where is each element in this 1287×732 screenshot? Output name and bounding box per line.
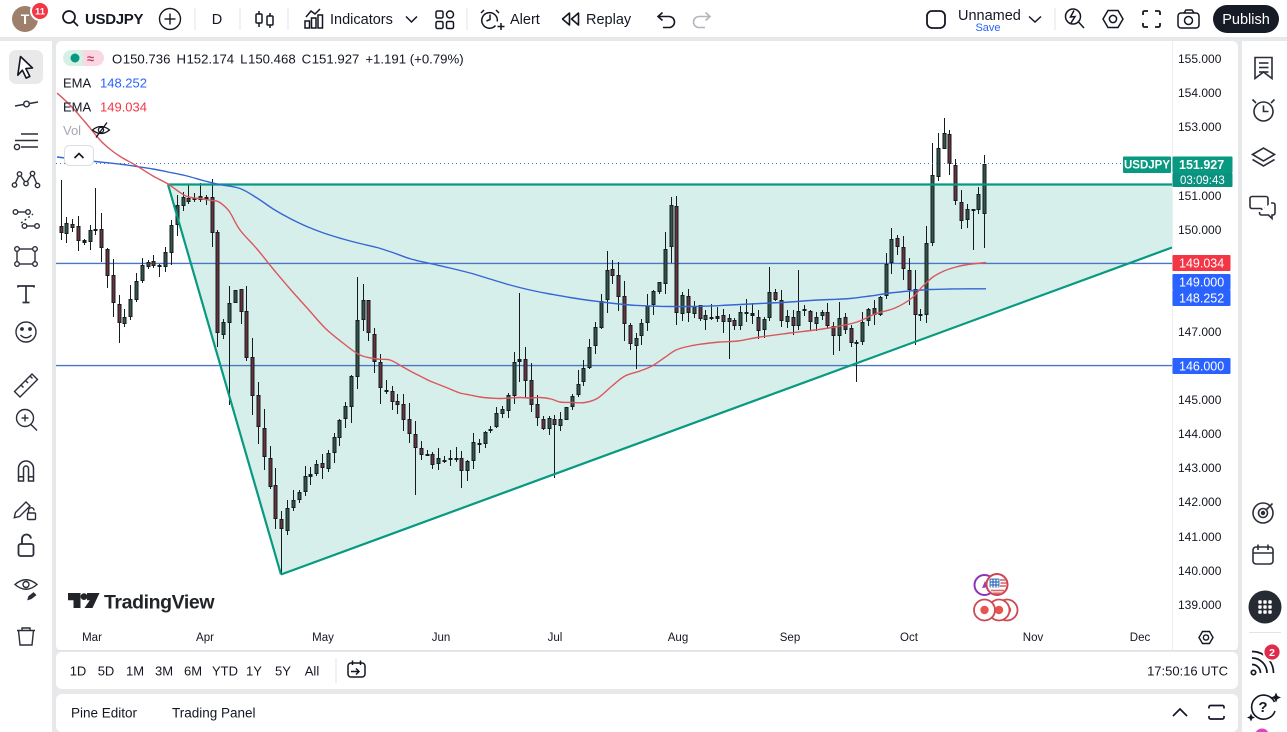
- svg-text:Dec: Dec: [1130, 632, 1151, 644]
- svg-text:May: May: [312, 632, 334, 644]
- svg-text:140.000: 140.000: [1178, 564, 1222, 578]
- svg-text:D: D: [212, 12, 222, 28]
- svg-text:Indicators: Indicators: [330, 12, 393, 28]
- svg-text:142.000: 142.000: [1178, 495, 1222, 509]
- svg-text:USDJPY: USDJPY: [1124, 160, 1170, 172]
- svg-text:155.000: 155.000: [1178, 52, 1222, 66]
- svg-text:6M: 6M: [184, 664, 202, 679]
- svg-text:143.000: 143.000: [1178, 461, 1222, 475]
- svg-text:1Y: 1Y: [246, 664, 262, 679]
- svg-text:All: All: [305, 664, 320, 679]
- svg-text:Pine Editor: Pine Editor: [71, 706, 138, 721]
- svg-text:Aug: Aug: [668, 632, 688, 644]
- svg-text:Apr: Apr: [196, 632, 214, 644]
- svg-text:144.000: 144.000: [1178, 427, 1222, 441]
- svg-text:5D: 5D: [98, 664, 115, 679]
- svg-text:Sep: Sep: [780, 632, 800, 644]
- svg-text:153.000: 153.000: [1178, 120, 1222, 134]
- svg-text:147.000: 147.000: [1178, 325, 1222, 339]
- svg-text:Unnamed: Unnamed: [958, 8, 1021, 24]
- svg-text:Mar: Mar: [82, 632, 102, 644]
- svg-text:150.000: 150.000: [1178, 223, 1222, 237]
- svg-text:5Y: 5Y: [275, 664, 291, 679]
- svg-text:139.000: 139.000: [1178, 598, 1222, 612]
- svg-text:151.000: 151.000: [1178, 189, 1222, 203]
- svg-text:149.034: 149.034: [100, 100, 147, 115]
- svg-text:TradingView: TradingView: [104, 592, 215, 614]
- svg-text:149.000: 149.000: [1179, 276, 1224, 290]
- svg-text:2: 2: [1269, 647, 1275, 659]
- svg-text:Save: Save: [975, 22, 1000, 34]
- svg-text:≈: ≈: [87, 51, 94, 66]
- svg-text:EMA: EMA: [63, 100, 92, 115]
- svg-text:?: ?: [1258, 699, 1267, 716]
- svg-text:YTD: YTD: [212, 664, 238, 679]
- svg-text:141.000: 141.000: [1178, 530, 1222, 544]
- svg-text:1M: 1M: [126, 664, 144, 679]
- svg-text:Alert: Alert: [510, 12, 540, 28]
- svg-text:Replay: Replay: [586, 12, 632, 28]
- svg-text:Publish: Publish: [1222, 12, 1270, 28]
- svg-text:1D: 1D: [70, 664, 87, 679]
- svg-text:Trading Panel: Trading Panel: [172, 706, 256, 721]
- svg-text:148.252: 148.252: [100, 76, 147, 91]
- svg-text:3M: 3M: [155, 664, 173, 679]
- svg-text:146.000: 146.000: [1179, 360, 1224, 374]
- svg-text:Nov: Nov: [1023, 632, 1044, 644]
- svg-text:T: T: [21, 11, 30, 27]
- svg-text:Vol: Vol: [63, 123, 81, 138]
- svg-text:154.000: 154.000: [1178, 86, 1222, 100]
- svg-text:03:09:43: 03:09:43: [1180, 175, 1225, 187]
- svg-text:148.252: 148.252: [1179, 292, 1224, 306]
- svg-text:151.927: 151.927: [1179, 158, 1224, 172]
- svg-text:17:50:16 UTC: 17:50:16 UTC: [1147, 664, 1228, 679]
- svg-text:11: 11: [35, 7, 46, 18]
- svg-text:Oct: Oct: [900, 632, 919, 644]
- svg-text:USDJPY: USDJPY: [85, 11, 144, 28]
- svg-text:Jun: Jun: [432, 632, 451, 644]
- svg-text:145.000: 145.000: [1178, 393, 1222, 407]
- svg-text:Jul: Jul: [548, 632, 563, 644]
- svg-text:149.034: 149.034: [1179, 257, 1224, 271]
- svg-text:EMA: EMA: [63, 76, 92, 91]
